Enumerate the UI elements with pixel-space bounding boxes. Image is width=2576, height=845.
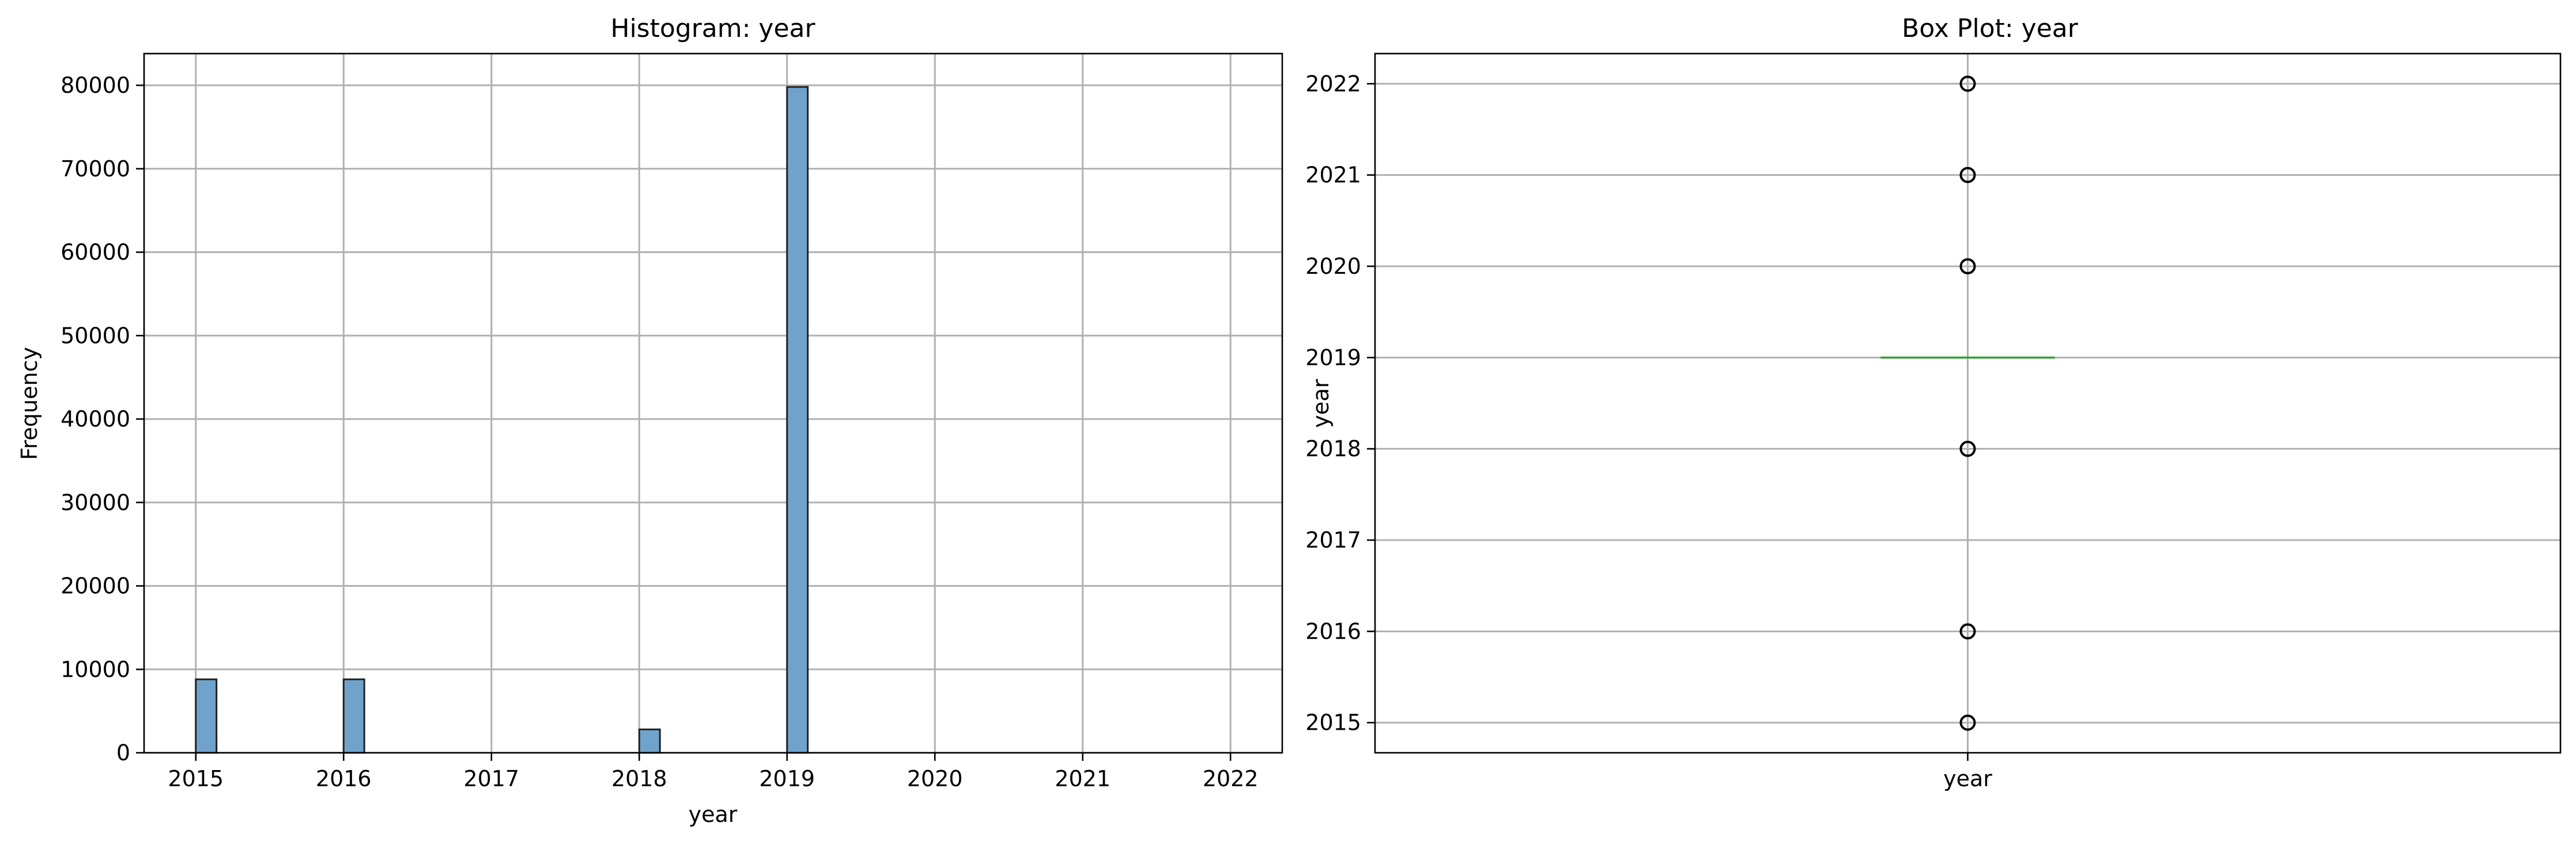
histogram-x-ticks: 2015 2016 2017 2018 2019 2020 2021 2022 <box>168 753 1259 791</box>
boxplot-y-tick-label: 2015 <box>1305 710 1361 735</box>
boxplot-title: Box Plot: year <box>1902 14 2079 43</box>
boxplot-y-tick-label: 2022 <box>1305 71 1361 96</box>
boxplot-panel: 2015 2016 2017 2018 2019 2020 2021 2022 year Bo… <box>1305 14 2562 791</box>
histogram-bar <box>195 678 218 754</box>
histogram-y-tick-label: 30000 <box>61 490 130 515</box>
histogram-y-tick-label: 80000 <box>61 73 130 98</box>
histogram-bar <box>342 678 365 754</box>
histogram-frame <box>143 52 1283 754</box>
histogram-bar <box>786 86 809 754</box>
boxplot-outlier-point <box>1959 714 1976 731</box>
boxplot-y-tick-label: 2016 <box>1305 618 1361 644</box>
histogram-y-ticks: 0 10000 20000 30000 40000 50000 60000 70000 8000… <box>61 73 144 765</box>
boxplot-marks <box>1880 76 2055 731</box>
histogram-y-tick-label: 10000 <box>61 657 130 682</box>
boxplot-outlier-point <box>1959 258 1976 274</box>
histogram-x-tick-label: 2020 <box>907 766 963 791</box>
boxplot-outlier-point <box>1959 623 1976 640</box>
boxplot-y-axis-label: year <box>1308 379 1334 428</box>
boxplot-y-ticks: 2015 2016 2017 2018 2019 2020 2021 2022 <box>1305 71 1375 735</box>
boxplot-gridlines <box>1375 54 2560 753</box>
histogram-x-tick-label: 2019 <box>759 766 815 791</box>
boxplot-y-tick-label: 2019 <box>1305 345 1361 370</box>
boxplot-y-tick-label: 2021 <box>1305 163 1361 188</box>
histogram-bars <box>195 86 809 754</box>
histogram-plot-area <box>144 54 1282 753</box>
histogram-panel: 2015 2016 2017 2018 2019 2020 2021 2022 0 10000 2… <box>17 14 1283 827</box>
histogram-y-tick-label: 70000 <box>61 156 130 182</box>
histogram-y-tick-label: 60000 <box>61 240 130 265</box>
histogram-bar <box>638 728 661 754</box>
boxplot-outlier-point <box>1959 167 1976 183</box>
boxplot-y-tick-label: 2017 <box>1305 527 1361 553</box>
boxplot-y-tick-label: 2020 <box>1305 254 1361 279</box>
boxplot-outlier-point <box>1959 440 1976 457</box>
boxplot-y-tick-label: 2018 <box>1305 436 1361 462</box>
histogram-x-tick-label: 2021 <box>1055 766 1111 791</box>
boxplot-category-label: year <box>1943 766 1992 791</box>
boxplot-outlier-point <box>1959 76 1976 92</box>
boxplot-x-ticks: year <box>1943 753 1992 791</box>
histogram-x-tick-label: 2016 <box>316 766 372 791</box>
histogram-y-axis-label: Frequency <box>17 347 42 460</box>
histogram-x-axis-label: year <box>689 802 738 827</box>
histogram-y-tick-label: 20000 <box>61 574 130 599</box>
histogram-x-tick-label: 2015 <box>168 766 224 791</box>
histogram-y-tick-label: 50000 <box>61 323 130 348</box>
histogram-y-tick-label: 40000 <box>61 406 130 432</box>
histogram-y-tick-label: 0 <box>116 740 130 765</box>
histogram-x-tick-label: 2022 <box>1203 766 1259 791</box>
histogram-x-tick-label: 2017 <box>463 766 519 791</box>
histogram-title: Histogram: year <box>610 14 815 43</box>
histogram-x-tick-label: 2018 <box>611 766 667 791</box>
